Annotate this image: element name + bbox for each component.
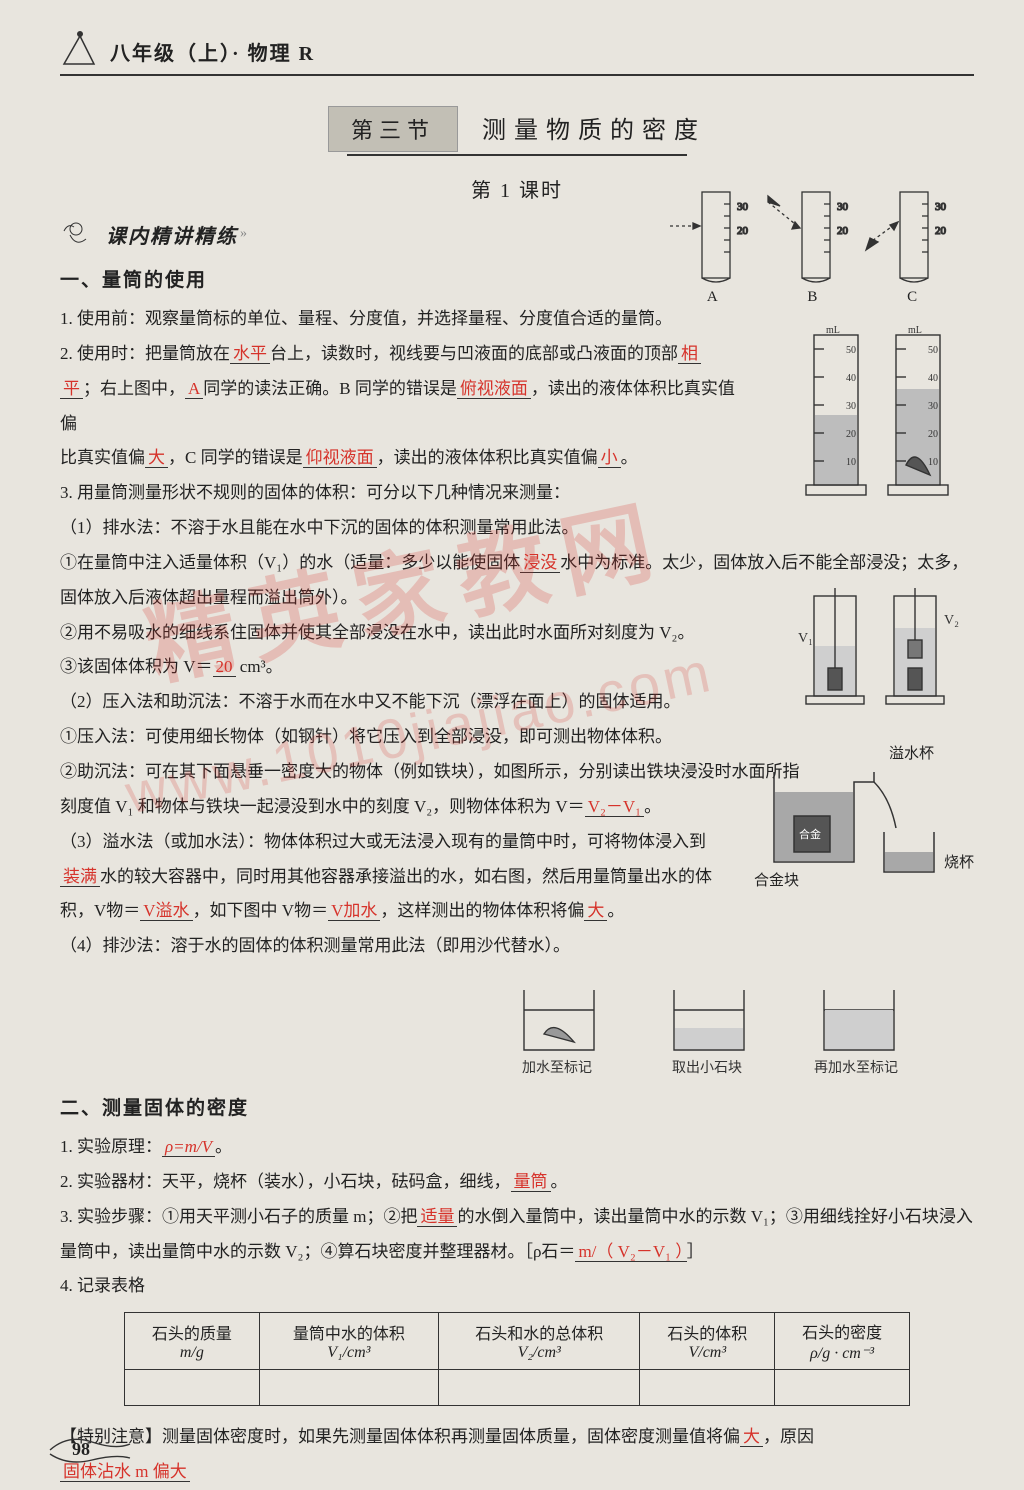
page-header: 八年级（上）· 物理 R <box>60 30 974 66</box>
s2-3: 3. 实验步骤：①用天平测小石子的质量 m；②把适量的水倒入量筒中，读出量筒中水… <box>60 1200 974 1270</box>
ans-fushi: 俯视液面 <box>457 379 531 399</box>
svg-text:30: 30 <box>846 401 856 412</box>
svg-text:40: 40 <box>846 373 856 384</box>
ans-da: 大 <box>145 448 168 468</box>
p3-3: （3）溢水法（或加水法）：物体体积过大或无法浸入现有的量筒中时，可将物体浸入到装… <box>60 825 720 930</box>
p3-1: （1）排水法：不溶于水且能在水中下沉的固体的体积测量常用此法。 <box>60 511 740 546</box>
svg-text:合金: 合金 <box>799 827 821 841</box>
logo-icon <box>60 30 102 66</box>
table-blank-row <box>124 1370 909 1406</box>
fig-label-a: A <box>707 289 718 306</box>
svg-text:50: 50 <box>846 345 856 356</box>
svg-text:20: 20 <box>935 225 947 237</box>
svg-text:30: 30 <box>935 201 947 213</box>
p3-1c: ②用不易吸水的细线系住固体并使其全部浸没在水中，读出此时水面所对刻度为 V₂。 <box>60 616 800 651</box>
beaker-label-1: 加水至标记 <box>522 1060 592 1076</box>
ans-A: A <box>185 379 203 399</box>
p3-1d: ③该固体体积为 V＝20 cm³。 <box>60 650 800 685</box>
practice-title: 课内精讲精练 <box>106 220 238 249</box>
ans-vyishui: V溢水 <box>140 901 192 921</box>
svg-text:40: 40 <box>928 373 938 384</box>
ans-yangshi: 仰视液面 <box>303 448 377 468</box>
v2-label: V₂ <box>944 613 959 628</box>
ans-da2: 大 <box>584 901 607 921</box>
section-badge: 第三节 <box>328 106 458 152</box>
figure-overflow: 合金 溢水杯 合金块 烧杯 <box>724 742 974 892</box>
beaker-label-2: 取出小石块 <box>672 1060 742 1076</box>
ans-2b: 相 <box>678 344 701 364</box>
body-text-block-2: 3. 用量筒测量形状不规则的固体的体积：可分以下几种情况来测量： （1）排水法：… <box>60 476 740 546</box>
special-note: 【特别注意】测量固体密度时，如果先测量固体体积再测量固体质量，固体密度测量值将偏… <box>60 1420 974 1490</box>
ans-liangtong: 量筒 <box>511 1172 551 1192</box>
s2-2: 2. 实验器材：天平，烧杯（装水），小石块，砝码盒，细线，量筒。 <box>60 1165 974 1200</box>
p2-line2: 平；右上图中，A同学的读法正确。B 同学的错误是俯视液面，读出的液体体积比真实值… <box>60 372 740 442</box>
v1-label: V₁ <box>798 631 813 646</box>
svg-text:mL: mL <box>826 325 840 336</box>
figure-two-cylinders: mL mL 50 40 30 20 10 50 40 30 20 10 <box>796 325 966 505</box>
ans-20: 20 <box>213 657 236 677</box>
beaker-label-3: 再加水至标记 <box>814 1060 898 1076</box>
p3-2b: ②助沉法：可在其下面悬垂一密度大的物体（例如铁块），如图所示，分别读出铁块浸没时… <box>60 755 800 825</box>
svg-text:30: 30 <box>737 201 749 213</box>
p3: 3. 用量筒测量形状不规则的固体的体积：可分以下几种情况来测量： <box>60 476 740 511</box>
fig-label-b: B <box>807 289 817 306</box>
cherub-icon <box>60 217 100 251</box>
overflow-block-label: 合金块 <box>754 869 799 890</box>
ans-shiliang: 适量 <box>417 1207 457 1227</box>
ans-v2v1: V₂－V₁ <box>585 797 644 817</box>
overflow-cup-label: 溢水杯 <box>889 742 934 763</box>
p3-2: （2）压入法和助沉法：不溶于水而在水中又不能下沉（漂浮在面上）的固体适用。 <box>60 685 800 720</box>
section-title: 第三节 测量物质的密度 <box>60 106 974 156</box>
ans-jinmo: 浸没 <box>520 553 560 573</box>
svg-text:20: 20 <box>846 429 856 440</box>
svg-text:10: 10 <box>846 457 856 468</box>
p3-2a: ①压入法：可使用细长物体（如钢针）将它压入到全部浸没，即可测出物体体积。 <box>60 720 800 755</box>
p1: 1. 使用前：观察量筒标的单位、量程、分度值，并选择量程、分度值合适的量筒。 <box>60 302 740 337</box>
ans-xiao: 小 <box>598 448 621 468</box>
figure-v1-v2: V₁ V₂ <box>794 582 964 712</box>
ans-rho: ρ=m/V <box>162 1137 215 1157</box>
svg-text:20: 20 <box>928 429 938 440</box>
p3-4: （4）排沙法：溶于水的固体的体积测量常用此法（即用沙代替水）。 <box>60 929 720 964</box>
ans-note-da: 大 <box>740 1427 763 1447</box>
ans-zhuangman: 装满 <box>60 867 100 887</box>
body-text-block-4: ②用不易吸水的细线系住固体并使其全部浸没在水中，读出此时水面所对刻度为 V₂。 … <box>60 616 800 825</box>
svg-text:30: 30 <box>928 401 938 412</box>
svg-text:50: 50 <box>928 345 938 356</box>
record-table: 石头的质量m/g 量筒中水的体积V₁/cm³ 石头和水的总体积V₂/cm³ 石头… <box>124 1312 910 1406</box>
body-text-block-6: 1. 实验原理：ρ=m/V。 2. 实验器材：天平，烧杯（装水），小石块，砝码盒… <box>60 1130 974 1304</box>
section-name: 测量物质的密度 <box>482 110 706 145</box>
body-text-block-1: 1. 使用前：观察量筒标的单位、量程、分度值，并选择量程、分度值合适的量筒。 2… <box>60 302 740 476</box>
header-rule <box>60 74 974 76</box>
body-text-block-5: （3）溢水法（或加水法）：物体体积过大或无法浸入现有的量筒中时，可将物体浸入到装… <box>60 825 720 964</box>
figure-beakers: 加水至标记 取出小石块 再加水至标记 <box>60 970 974 1085</box>
ans-2a: 水平 <box>230 344 270 364</box>
svg-text:20: 20 <box>837 225 849 237</box>
header-title: 八年级（上）· 物理 R <box>110 37 315 66</box>
fig-label-c: C <box>907 289 917 306</box>
p2-line3: 比真实值偏大，C 同学的错误是仰视液面，读出的液体体积比真实值偏小。 <box>60 441 740 476</box>
ans-formula: m/（ V₂－V₁ ） <box>575 1242 686 1262</box>
s2-1: 1. 实验原理：ρ=m/V。 <box>60 1130 974 1165</box>
ans-vjiashui: V加水 <box>328 901 380 921</box>
s2-4: 4. 记录表格 <box>60 1269 974 1304</box>
practice-arrows-icon: » <box>240 226 247 242</box>
heading-2: 二、测量固体的密度 <box>60 1093 974 1120</box>
page-number: 98 <box>72 1439 90 1460</box>
svg-text:20: 20 <box>737 225 749 237</box>
table-header-row: 石头的质量m/g 量筒中水的体积V₁/cm³ 石头和水的总体积V₂/cm³ 石头… <box>124 1313 909 1370</box>
svg-text:10: 10 <box>928 457 938 468</box>
overflow-beaker-label: 烧杯 <box>944 851 974 872</box>
svg-text:mL: mL <box>908 325 922 336</box>
p2: 2. 使用时：把量筒放在水平台上，读数时，视线要与凹液面的底部或凸液面的顶部相 <box>60 337 740 372</box>
svg-text:30: 30 <box>837 201 849 213</box>
ans-2c: 平 <box>60 379 83 399</box>
figure-cylinders-eye: 30 20 30 20 30 20 A B C <box>662 186 962 306</box>
